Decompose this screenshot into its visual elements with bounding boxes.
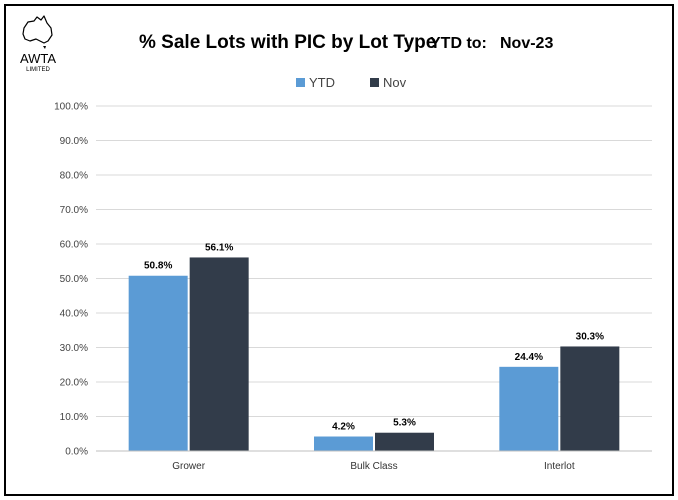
data-label: 4.2%: [332, 422, 355, 433]
chart-period-label: YTD to:: [430, 35, 487, 52]
y-tick-label: 90.0%: [60, 136, 88, 147]
data-label: 5.3%: [393, 418, 416, 429]
bar-ytd-interlot: [499, 366, 559, 451]
y-tick-label: 70.0%: [60, 205, 88, 216]
x-tick-label: Grower: [172, 461, 205, 472]
x-tick-label: Bulk Class: [350, 461, 397, 472]
data-label: 50.8%: [144, 261, 172, 272]
tasmania-icon: [43, 46, 46, 49]
data-label: 30.3%: [576, 331, 604, 342]
chart-period-value: Nov-23: [500, 35, 553, 52]
y-tick-label: 60.0%: [60, 240, 88, 251]
legend-swatch-ytd: [296, 78, 305, 87]
bar-ytd-grower: [128, 275, 188, 451]
legend: YTD Nov: [296, 75, 407, 90]
bar-nov-grower: [189, 257, 249, 451]
australia-map-icon: [22, 15, 53, 44]
bar-nov-interlot: [560, 346, 620, 451]
chart-svg: AWTA LIMITED % Sale Lots with PIC by Lot…: [20, 15, 652, 472]
data-labels: 50.8% 56.1% 4.2% 5.3% 24.4% 30.3%: [144, 242, 604, 432]
chart-title: % Sale Lots with PIC by Lot Type: [139, 32, 436, 53]
x-axis: Grower Bulk Class Interlot: [96, 450, 652, 472]
x-tick-label: Interlot: [544, 461, 575, 472]
data-label: 24.4%: [515, 352, 543, 363]
logo-line1: AWTA: [20, 51, 56, 66]
y-axis: 0.0% 10.0% 20.0% 30.0% 40.0% 50.0% 60.0% 70.0% 8…: [54, 102, 88, 458]
y-tick-label: 10.0%: [60, 412, 88, 423]
bars: [128, 257, 620, 451]
data-label: 56.1%: [205, 242, 233, 253]
gridlines: [96, 105, 652, 417]
y-tick-label: 40.0%: [60, 309, 88, 320]
bar-ytd-bulk-class: [314, 436, 373, 451]
bar-nov-bulk-class: [375, 432, 434, 451]
y-tick-label: 20.0%: [60, 378, 88, 389]
chart-frame: AWTA LIMITED % Sale Lots with PIC by Lot…: [4, 4, 674, 496]
y-tick-label: 100.0%: [54, 102, 88, 113]
logo-line2: LIMITED: [26, 67, 50, 73]
y-tick-label: 50.0%: [60, 274, 88, 285]
y-tick-label: 30.0%: [60, 343, 88, 354]
legend-label-ytd: YTD: [309, 75, 335, 90]
legend-label-nov: Nov: [383, 75, 407, 90]
y-tick-label: 0.0%: [65, 447, 88, 458]
awta-logo: AWTA LIMITED: [20, 15, 56, 73]
y-tick-label: 80.0%: [60, 171, 88, 182]
legend-swatch-nov: [370, 78, 379, 87]
